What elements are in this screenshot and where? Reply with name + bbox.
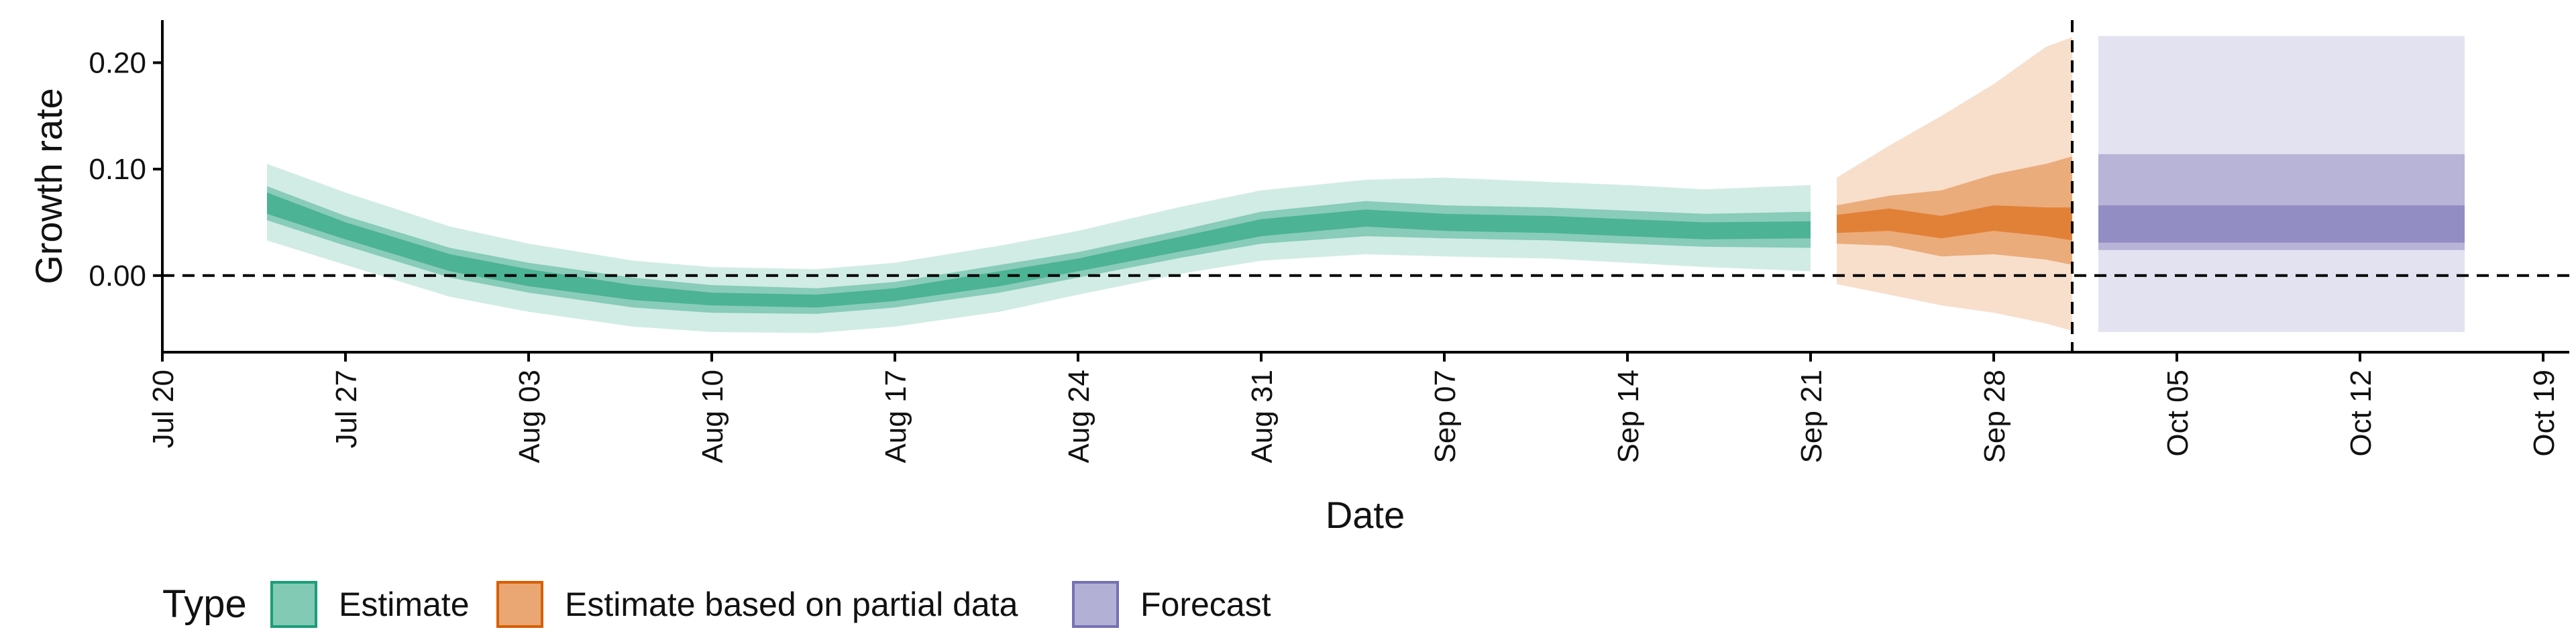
ribbon-bands — [267, 36, 2465, 333]
forecast-band-20 — [2098, 205, 2465, 243]
x-tick-label: Jul 20 — [147, 370, 180, 448]
x-tick-label: Oct 05 — [2161, 370, 2194, 457]
legend-label-forecast: Forecast — [1140, 586, 1271, 623]
x-tick-label: Oct 12 — [2345, 370, 2377, 457]
legend-key-forecast — [1072, 581, 1119, 628]
x-tick-label: Oct 19 — [2528, 370, 2561, 457]
x-tick-label: Aug 31 — [1246, 370, 1279, 463]
x-tick-label: Jul 27 — [330, 370, 363, 448]
estimate-based-on-partial-data-band-50 — [1837, 156, 2072, 265]
legend: Type Estimate Estimate based on partial d… — [162, 581, 1271, 628]
estimate-based-on-partial-data-band-90 — [1837, 37, 2072, 331]
x-tick-label: Aug 10 — [696, 370, 729, 463]
forecast-band-90 — [2098, 36, 2465, 332]
x-tick-label: Sep 14 — [1612, 370, 1645, 463]
legend-title: Type — [162, 582, 247, 626]
x-tick-label: Sep 21 — [1795, 370, 1828, 463]
legend-key-estimate-based-on-partial-data — [496, 581, 543, 628]
y-tick-label: 0.10 — [89, 153, 146, 186]
x-axis-title: Date — [1326, 494, 1405, 536]
legend-item-estimate: Estimate — [270, 581, 470, 628]
estimate-band-20 — [267, 193, 1811, 308]
y-ticks: 0.00 0.10 0.20 — [89, 46, 162, 292]
estimate-based-on-partial-data-band-20 — [1837, 205, 2072, 241]
x-tick-label: Aug 17 — [879, 370, 912, 463]
legend-label-estimate-based-on-partial-data: Estimate based on partial data — [565, 586, 1018, 623]
estimate-band-90 — [267, 164, 1811, 333]
x-tick-label: Sep 07 — [1429, 370, 1462, 463]
legend-label-estimate: Estimate — [339, 586, 470, 623]
y-tick-label: 0.00 — [89, 260, 146, 292]
y-tick-label: 0.20 — [89, 46, 146, 79]
x-tick-label: Aug 24 — [1063, 370, 1095, 463]
x-tick-label: Sep 28 — [1978, 370, 2011, 463]
legend-item-estimate-based-on-partial-data: Estimate based on partial data — [496, 581, 1018, 628]
x-tick-label: Aug 03 — [513, 370, 546, 463]
legend-item-forecast: Forecast — [1072, 581, 1271, 628]
x-ticks: Jul 20 Jul 27 Aug 03 Aug 10 Aug 17 Aug 24 Aug … — [147, 352, 2561, 463]
y-axis-title: Growth rate — [28, 88, 70, 284]
legend-key-estimate — [270, 581, 317, 628]
